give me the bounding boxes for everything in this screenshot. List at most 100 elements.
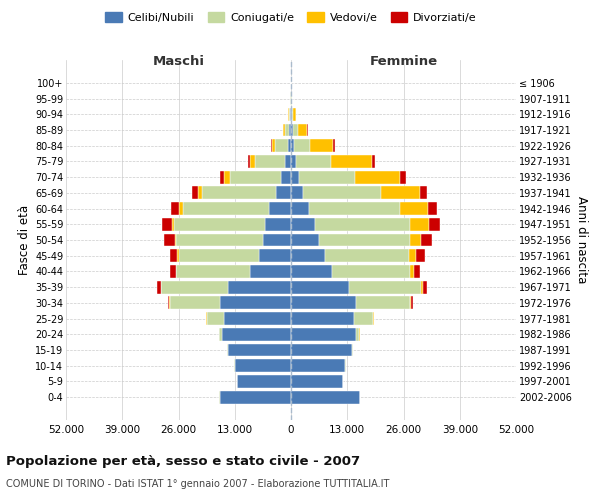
- Bar: [220, 170, 224, 183]
- Bar: [157, 280, 161, 293]
- Bar: [276, 186, 291, 200]
- Bar: [289, 124, 291, 136]
- Bar: [163, 218, 172, 230]
- Text: COMUNE DI TORINO - Dati ISTAT 1° gennaio 2007 - Elaborazione TUTTITALIA.IT: COMUNE DI TORINO - Dati ISTAT 1° gennaio…: [6, 479, 389, 489]
- Text: Popolazione per età, sesso e stato civile - 2007: Popolazione per età, sesso e stato civil…: [6, 454, 360, 468]
- Bar: [220, 390, 291, 404]
- Bar: [293, 124, 298, 136]
- Bar: [291, 139, 295, 152]
- Bar: [296, 155, 331, 168]
- Bar: [291, 328, 356, 341]
- Bar: [291, 296, 356, 310]
- Bar: [167, 296, 169, 310]
- Bar: [381, 186, 420, 200]
- Bar: [291, 250, 325, 262]
- Bar: [176, 234, 263, 246]
- Bar: [295, 139, 310, 152]
- Bar: [410, 218, 430, 230]
- Bar: [411, 296, 413, 310]
- Bar: [291, 155, 296, 168]
- Bar: [372, 155, 376, 168]
- Text: Maschi: Maschi: [152, 55, 205, 68]
- Bar: [400, 202, 428, 215]
- Bar: [349, 280, 421, 293]
- Bar: [183, 202, 269, 215]
- Bar: [263, 234, 291, 246]
- Bar: [354, 312, 373, 325]
- Bar: [420, 186, 427, 200]
- Bar: [410, 265, 413, 278]
- Bar: [291, 312, 354, 325]
- Bar: [334, 139, 335, 152]
- Bar: [291, 390, 360, 404]
- Bar: [409, 250, 416, 262]
- Bar: [413, 265, 420, 278]
- Bar: [250, 265, 291, 278]
- Bar: [331, 155, 372, 168]
- Bar: [275, 139, 287, 152]
- Bar: [250, 155, 255, 168]
- Bar: [287, 139, 291, 152]
- Bar: [271, 139, 272, 152]
- Bar: [310, 139, 334, 152]
- Legend: Celibi/Nubili, Coniugati/e, Vedovi/e, Divorziati/e: Celibi/Nubili, Coniugati/e, Vedovi/e, Di…: [101, 8, 481, 28]
- Bar: [175, 234, 176, 246]
- Bar: [206, 312, 224, 325]
- Bar: [291, 218, 315, 230]
- Bar: [172, 218, 174, 230]
- Bar: [291, 186, 303, 200]
- Bar: [291, 202, 309, 215]
- Bar: [191, 186, 197, 200]
- Bar: [224, 312, 291, 325]
- Bar: [228, 344, 291, 356]
- Bar: [289, 108, 290, 120]
- Bar: [265, 218, 291, 230]
- Bar: [228, 280, 291, 293]
- Bar: [309, 202, 400, 215]
- Bar: [423, 280, 427, 293]
- Bar: [290, 108, 291, 120]
- Bar: [291, 170, 299, 183]
- Bar: [227, 344, 228, 356]
- Bar: [222, 328, 291, 341]
- Bar: [421, 280, 423, 293]
- Bar: [161, 280, 228, 293]
- Y-axis label: Fasce di età: Fasce di età: [17, 205, 31, 275]
- Bar: [307, 124, 308, 136]
- Bar: [248, 155, 250, 168]
- Bar: [224, 170, 230, 183]
- Bar: [272, 139, 275, 152]
- Bar: [170, 265, 176, 278]
- Bar: [319, 234, 410, 246]
- Bar: [235, 360, 291, 372]
- Bar: [352, 344, 353, 356]
- Bar: [291, 108, 292, 120]
- Bar: [197, 186, 202, 200]
- Bar: [178, 250, 179, 262]
- Bar: [237, 375, 291, 388]
- Bar: [179, 202, 183, 215]
- Bar: [292, 108, 293, 120]
- Bar: [291, 234, 319, 246]
- Bar: [283, 124, 285, 136]
- Bar: [179, 250, 259, 262]
- Bar: [291, 375, 343, 388]
- Bar: [291, 344, 352, 356]
- Bar: [220, 296, 291, 310]
- Bar: [332, 265, 410, 278]
- Y-axis label: Anni di nascita: Anni di nascita: [575, 196, 589, 284]
- Bar: [416, 250, 425, 262]
- Bar: [174, 218, 265, 230]
- Bar: [219, 328, 222, 341]
- Bar: [303, 186, 381, 200]
- Bar: [286, 155, 291, 168]
- Text: Femmine: Femmine: [370, 55, 437, 68]
- Bar: [269, 202, 291, 215]
- Bar: [176, 265, 250, 278]
- Bar: [421, 234, 432, 246]
- Bar: [298, 124, 307, 136]
- Bar: [410, 296, 411, 310]
- Bar: [170, 250, 178, 262]
- Bar: [325, 250, 409, 262]
- Bar: [410, 234, 421, 246]
